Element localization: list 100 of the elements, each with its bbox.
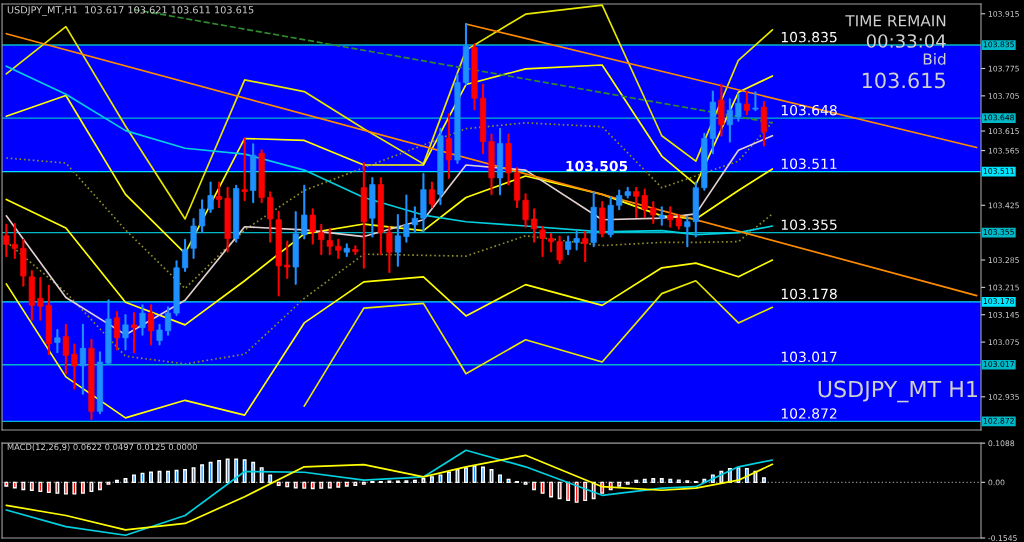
bar xyxy=(191,467,196,484)
bar xyxy=(651,478,656,484)
ref-line-label: 103.017 xyxy=(781,351,837,363)
candlestick xyxy=(122,314,129,351)
bar xyxy=(319,481,324,489)
bar xyxy=(574,481,579,503)
candlestick xyxy=(531,208,538,243)
candlestick xyxy=(411,206,418,233)
candlestick xyxy=(735,93,742,122)
candlestick xyxy=(79,323,86,395)
bar xyxy=(668,478,673,484)
ref-line-label: 103.355 xyxy=(781,219,837,230)
annotation: TIME REMAIN xyxy=(845,15,946,27)
candlestick xyxy=(113,310,121,351)
bar xyxy=(276,481,281,486)
bar xyxy=(642,478,647,484)
bar xyxy=(532,481,537,491)
candlestick xyxy=(326,227,333,256)
ref-line-label: 103.835 xyxy=(781,31,837,43)
bar xyxy=(566,481,571,502)
annotation: 103.615 xyxy=(862,72,945,89)
bar xyxy=(464,467,468,484)
candlestick xyxy=(71,343,78,390)
bar xyxy=(446,471,451,484)
bar xyxy=(285,481,290,488)
line-series xyxy=(5,259,774,419)
candlestick xyxy=(54,328,61,354)
bar xyxy=(63,481,68,495)
chart-title: USDJPY_MT,H1 103.617 103.621 103.611 103.615 xyxy=(7,6,254,16)
bar xyxy=(97,481,102,491)
annotation: Bid xyxy=(923,53,946,65)
candlestick xyxy=(164,306,172,336)
bar xyxy=(72,481,77,495)
line-series xyxy=(5,121,774,290)
bar xyxy=(455,469,460,484)
candlestick xyxy=(650,201,657,224)
candlestick xyxy=(403,194,410,243)
bar xyxy=(38,481,43,493)
bar xyxy=(293,481,298,489)
candlestick xyxy=(582,230,589,263)
candlestick xyxy=(207,181,214,213)
bar xyxy=(157,470,162,484)
bar xyxy=(540,481,545,494)
candlestick xyxy=(445,113,453,179)
bar xyxy=(506,478,511,484)
bar xyxy=(557,481,562,500)
bar xyxy=(21,481,26,491)
bar xyxy=(659,478,664,484)
candlestick xyxy=(386,225,393,274)
bar xyxy=(200,464,205,484)
candlestick xyxy=(301,184,308,240)
candlestick xyxy=(130,312,138,354)
bar xyxy=(327,481,332,489)
bar xyxy=(344,481,349,487)
annotation: USDJPY_MT H1 xyxy=(818,380,977,403)
candlestick xyxy=(156,323,163,346)
candlestick xyxy=(241,137,248,202)
annotation: 103.505 xyxy=(566,160,628,172)
bar xyxy=(268,474,273,484)
bar xyxy=(302,481,307,489)
candlestick xyxy=(726,98,733,143)
bar xyxy=(89,481,94,493)
candlestick xyxy=(335,238,342,260)
line-series xyxy=(303,279,774,408)
candlestick xyxy=(190,217,197,260)
bar xyxy=(4,481,9,487)
bar xyxy=(549,481,554,498)
ref-line-label: 103.178 xyxy=(781,288,837,300)
bar xyxy=(12,481,17,489)
bar xyxy=(166,470,171,484)
bar xyxy=(225,458,230,484)
bar xyxy=(336,481,341,488)
candlestick xyxy=(139,304,146,336)
bar xyxy=(55,481,60,494)
candlestick xyxy=(181,238,189,272)
bar xyxy=(498,474,503,484)
bar xyxy=(429,476,434,484)
bar xyxy=(149,471,153,484)
candlestick xyxy=(318,223,325,256)
bar xyxy=(174,469,179,484)
candlestick xyxy=(284,240,291,280)
bar xyxy=(481,466,485,484)
candlestick xyxy=(556,235,563,265)
candlestick xyxy=(522,193,529,228)
candlestick xyxy=(428,181,436,209)
ref-line-label: 103.511 xyxy=(781,158,837,169)
candlestick xyxy=(147,304,155,346)
bar xyxy=(208,461,213,484)
bar xyxy=(132,474,136,484)
bar xyxy=(353,481,358,486)
bar xyxy=(217,460,222,484)
bar xyxy=(29,481,34,491)
candlestick xyxy=(62,323,69,375)
ref-line-label: 102.872 xyxy=(781,408,837,419)
bar xyxy=(251,461,256,484)
bar xyxy=(617,481,622,487)
chart-title: MACD(12,26,9) 0.0622 0.0497 0.0125 0.0000 xyxy=(7,443,197,452)
bar xyxy=(310,481,315,490)
bar xyxy=(183,469,188,484)
line-series xyxy=(5,4,774,220)
